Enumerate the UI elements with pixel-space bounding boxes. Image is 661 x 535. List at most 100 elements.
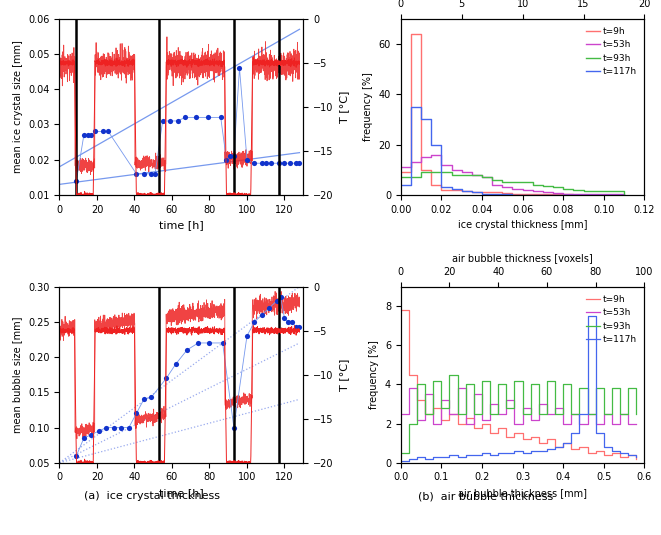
t=117h (633, 454, 641, 460)
t=9h (529, 191, 537, 197)
Point (294, 323, 305, 331)
Line: t=9h: t=9h (401, 34, 624, 195)
t=117h (608, 448, 616, 454)
t=53h (486, 401, 494, 407)
Point (131, 170, 141, 178)
t=117h (600, 192, 608, 198)
t=93h (421, 411, 429, 417)
Point (229, 152, 239, 160)
t=117h (478, 450, 486, 456)
Point (260, 159, 271, 167)
t=9h (508, 190, 516, 197)
t=53h (478, 416, 486, 423)
Point (165, 117, 175, 125)
t=117h (569, 192, 577, 198)
Point (94, 427, 104, 435)
Point (79, 131, 89, 139)
X-axis label: air bubble thickness [mm]: air bubble thickness [mm] (458, 488, 587, 498)
t=93h (543, 377, 551, 384)
Point (249, 318, 260, 326)
t=53h (468, 172, 476, 178)
Point (274, 159, 284, 167)
Point (124, 423, 134, 432)
t=53h (488, 182, 496, 188)
t=117h (429, 454, 437, 460)
t=53h (494, 411, 502, 417)
t=93h (600, 411, 608, 417)
t=53h (584, 411, 592, 417)
t=9h (397, 169, 405, 175)
t=117h (397, 182, 405, 188)
t=53h (580, 191, 588, 197)
t=9h (447, 187, 455, 193)
t=117h (470, 452, 478, 458)
Point (131, 409, 141, 418)
t=93h (527, 381, 535, 388)
t=53h (413, 416, 421, 423)
t=53h (519, 405, 527, 411)
t=53h (592, 421, 600, 427)
Point (290, 323, 301, 331)
t=9h (584, 450, 592, 456)
t=9h (624, 452, 632, 458)
t=53h (616, 411, 624, 417)
Point (193, 339, 204, 347)
t=117h (584, 313, 592, 319)
Point (279, 314, 290, 323)
t=117h (519, 192, 527, 198)
t=53h (576, 421, 584, 427)
t=93h (559, 186, 567, 192)
Line: t=93h: t=93h (401, 374, 637, 453)
t=93h (397, 174, 405, 180)
t=117h (468, 189, 476, 196)
Point (225, 152, 235, 160)
t=93h (462, 381, 470, 388)
t=117h (535, 448, 543, 454)
t=9h (633, 456, 641, 462)
t=93h (468, 172, 476, 178)
t=9h (600, 192, 608, 198)
t=53h (457, 169, 465, 175)
t=9h (488, 189, 496, 196)
t=9h (405, 371, 413, 378)
Point (234, 64, 245, 72)
t=9h (551, 444, 559, 450)
Line: t=117h: t=117h (401, 316, 637, 461)
Point (182, 346, 192, 354)
t=9h (413, 397, 421, 403)
t=93h (438, 405, 446, 411)
t=117h (576, 411, 584, 417)
t=93h (539, 183, 547, 189)
t=93h (417, 169, 425, 175)
t=93h (486, 411, 494, 417)
Point (242, 332, 253, 340)
t=93h (446, 371, 453, 378)
t=93h (576, 385, 584, 392)
t=117h (502, 450, 510, 456)
t=93h (407, 174, 415, 180)
t=53h (510, 421, 518, 427)
t=117h (427, 141, 435, 148)
t=53h (539, 189, 547, 196)
Point (242, 155, 253, 164)
t=93h (470, 411, 478, 417)
t=53h (478, 174, 486, 180)
Point (97, 127, 108, 136)
Point (229, 423, 239, 432)
Point (108, 423, 119, 432)
Text: (a)  ice crystal thickness: (a) ice crystal thickness (84, 491, 220, 501)
t=53h (600, 411, 608, 417)
Y-axis label: frequency [%]: frequency [%] (363, 72, 373, 141)
t=53h (470, 391, 478, 398)
t=9h (576, 444, 584, 450)
Point (266, 159, 277, 167)
Point (161, 374, 172, 383)
t=53h (535, 401, 543, 407)
t=9h (438, 187, 446, 193)
Point (71, 177, 82, 185)
t=93h (616, 411, 624, 417)
Point (146, 170, 157, 178)
t=93h (567, 411, 575, 417)
Point (71, 452, 82, 460)
Point (139, 395, 149, 403)
